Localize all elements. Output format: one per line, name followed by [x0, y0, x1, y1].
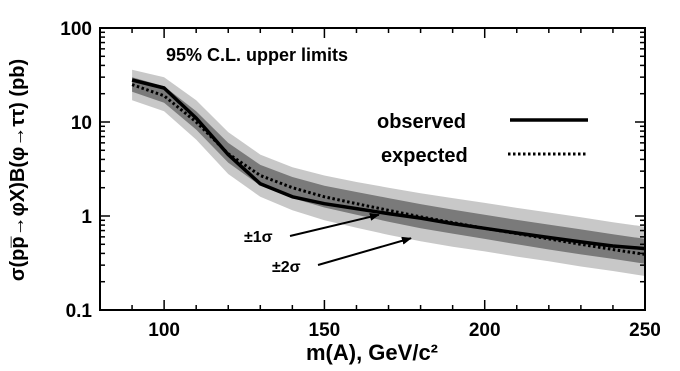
x-tick-label: 250 — [629, 320, 661, 341]
x-tick-label: 200 — [469, 320, 501, 341]
annotation-2sigma: ±2σ — [272, 259, 301, 276]
y-tick-label: 10 — [71, 113, 92, 134]
observed-line — [131, 78, 645, 251]
legend-expected-label: expected — [381, 145, 468, 167]
legend-observed-label: observed — [377, 111, 466, 133]
y-tick-label: 100 — [60, 19, 92, 40]
expected-line — [131, 83, 645, 256]
x-tick-label: 100 — [148, 320, 180, 341]
x-axis-label: m(A), GeV/c² — [306, 340, 438, 365]
annotation-1sigma: ±1σ — [244, 229, 273, 246]
y-axis-label: σ(pp̅→φX)B(φ→ττ) (pb) — [7, 59, 29, 281]
chart-title: 95% C.L. upper limits — [166, 45, 348, 65]
y-tick-label: 1 — [81, 207, 92, 228]
legend: observed expected — [377, 111, 588, 167]
annotation-2sigma-arrow — [317, 236, 412, 266]
axis-ticks: 100 150 200 250 0.1 1 10 100 — [60, 19, 661, 341]
band-1sigma — [132, 77, 645, 264]
plot-frame — [99, 27, 646, 311]
band-annotations: ±1σ ±2σ — [244, 212, 412, 276]
y-tick-label: 0.1 — [66, 301, 93, 322]
x-tick-label: 150 — [309, 320, 341, 341]
annotation-1sigma-arrow — [289, 212, 380, 237]
limit-curves — [131, 78, 645, 256]
